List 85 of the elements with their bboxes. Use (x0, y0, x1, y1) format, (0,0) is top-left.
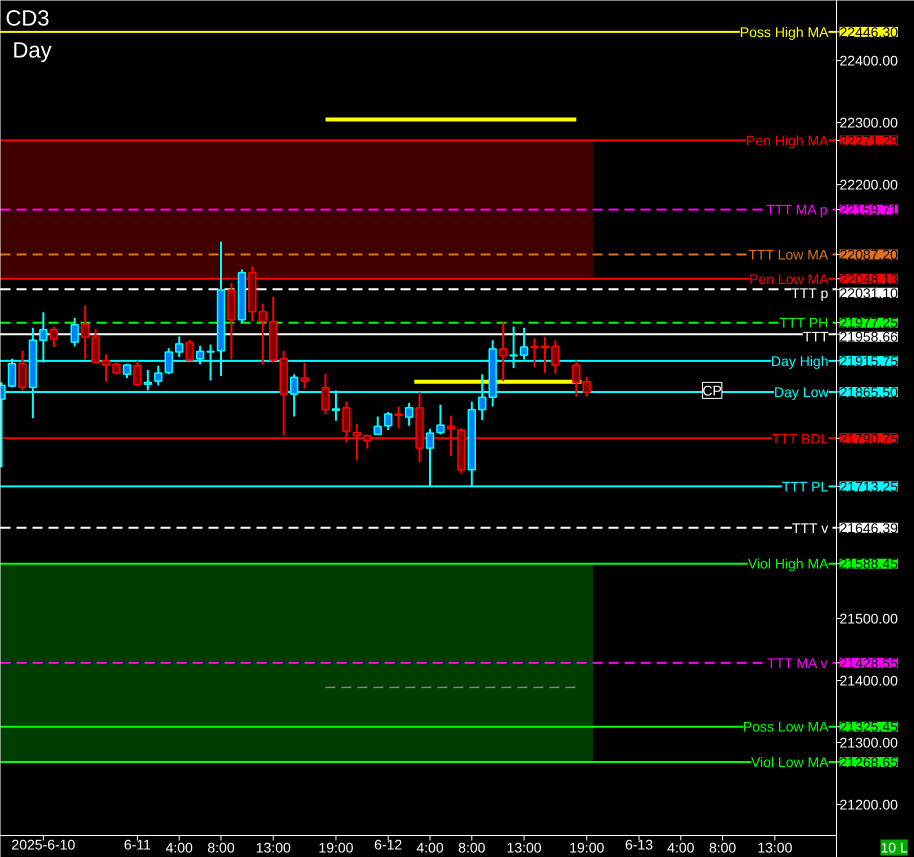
y-tick-label: 22271.29 (840, 132, 898, 148)
x-tick-label: 4:00 (416, 840, 444, 856)
ref-line-label: Viol High MA (748, 556, 830, 572)
x-tick-label: 8:00 (207, 840, 235, 856)
x-tick-label: 4:00 (166, 840, 194, 856)
y-tick-label: 21325.45 (840, 718, 898, 735)
candlestick (582, 376, 591, 398)
candlestick (112, 362, 121, 376)
ref-line-label: Day Low (774, 384, 830, 400)
y-tick-label: 21958.66 (840, 328, 898, 345)
y-tick-label: 21200.00 (840, 796, 898, 813)
candlestick (540, 336, 550, 374)
candlestick (133, 360, 142, 388)
candlestick (102, 353, 110, 383)
y-tick-label: 21977.25 (840, 314, 898, 331)
y-tick-label: 22446.30 (840, 24, 898, 40)
candlestick (374, 415, 382, 436)
candlestick (436, 404, 445, 436)
y-tick-label: 21400.00 (840, 672, 898, 689)
candlestick (498, 321, 508, 382)
text: 10 L (880, 840, 908, 856)
x-tick-label: 13:00 (506, 840, 542, 856)
candlestick (384, 411, 392, 432)
ref-line-label: TTT (802, 328, 829, 345)
y-tick-label: 21713.25 (840, 478, 898, 494)
candlestick (404, 402, 414, 427)
y-tick-label: 22159.71 (840, 202, 898, 218)
candlestick (122, 362, 132, 380)
y-tick-label: 22400.00 (840, 52, 898, 69)
y-tick-label: 22087.20 (840, 246, 898, 263)
ref-line-label: TTT p (791, 284, 828, 301)
y-tick-label: 22200.00 (840, 176, 898, 193)
y-tick-label: 21500.00 (840, 610, 898, 627)
x-tick-label: 19:00 (318, 840, 354, 856)
candlestick (18, 350, 27, 392)
x-tick-label: 6-11 (124, 836, 152, 852)
ref-line-label: TTT Low MA (748, 246, 829, 263)
candlestick (530, 337, 539, 368)
ref-line-label: TTT PL (782, 478, 828, 494)
x-tick-label: 2025-6-10 (11, 836, 76, 852)
candlestick (80, 304, 90, 360)
candlestick (551, 339, 560, 375)
candlestick (572, 360, 580, 398)
x-tick-label: 8:00 (458, 840, 486, 856)
y-tick-label: 21646.39 (840, 520, 898, 536)
ref-line-label: Pen High MA (746, 132, 830, 148)
candlestick (154, 364, 162, 386)
ref-line-label: Poss High MA (740, 24, 830, 40)
candlestick (50, 326, 58, 348)
ref-line-label: TTT PH (780, 314, 828, 331)
y-tick-label: 21790.75 (840, 430, 898, 446)
ref-line-label: TTT BDL (772, 430, 828, 446)
candlestick (70, 316, 79, 348)
y-tick-label: 22300.00 (840, 114, 898, 131)
x-tick-label: 8:00 (708, 840, 736, 856)
ref-line-label: Poss Low MA (742, 718, 830, 735)
y-tick-label: 21865.50 (840, 384, 898, 400)
x-tick-label: 19:00 (569, 840, 604, 856)
x-tick-label: 6-13 (624, 836, 654, 852)
ref-line-label: Day High (770, 352, 829, 369)
annotation: CP (702, 382, 722, 398)
candlestick (185, 338, 194, 362)
candlestick (321, 372, 330, 415)
candlestick (174, 335, 184, 358)
x-tick-label: 13:00 (757, 840, 793, 856)
y-tick-label: 21588.45 (840, 556, 898, 572)
ref-line-label: Pen Low MA (749, 270, 830, 287)
candlestick (300, 362, 309, 390)
x-tick-label: 13:00 (256, 840, 291, 856)
x-tick-label: 4:00 (667, 840, 695, 856)
candlestick (258, 302, 267, 366)
ref-line-label: TTT MA p (766, 202, 828, 218)
candlestick (394, 406, 403, 430)
y-tick-label: 21915.75 (840, 352, 898, 369)
y-tick-label: 22031.10 (840, 284, 898, 301)
ref-line-label: TTT MA v (767, 654, 828, 671)
text: Day (12, 38, 52, 62)
ref-line-label: TTT v (792, 520, 828, 536)
y-tick-label: 21268.65 (840, 754, 898, 770)
x-tick-label: 6-12 (374, 836, 402, 852)
y-tick-label: 21428.55 (840, 654, 898, 671)
y-tick-label: 22048.13 (840, 270, 898, 287)
ref-line-label: Viol Low MA (750, 754, 830, 770)
y-tick-label: 21300.00 (840, 734, 898, 751)
chart-title: CD3 (6, 6, 50, 30)
